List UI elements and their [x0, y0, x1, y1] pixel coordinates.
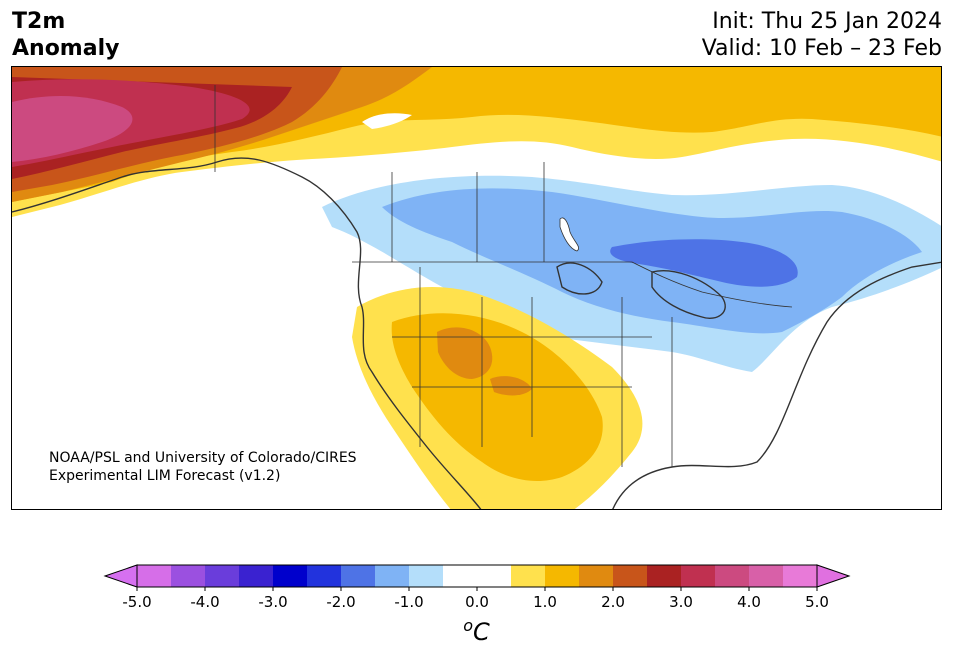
map-canvas — [12, 67, 941, 509]
colorbar-over-arrow — [816, 564, 851, 588]
colorbar: -5.0 -4.0 -3.0 -2.0 -1.0 0.0 1.0 2.0 3.0 4.0 5.0 — [103, 564, 851, 611]
colorbar-cell — [783, 565, 818, 587]
colorbar-cell — [613, 565, 648, 587]
gulf-of-mexico — [612, 452, 811, 509]
colorbar-ticks: -5.0 -4.0 -3.0 -2.0 -1.0 0.0 1.0 2.0 3.0 4.0 5.0 — [122, 587, 829, 611]
unit-celsius: C — [473, 618, 490, 646]
colorbar-cell — [239, 565, 274, 587]
coastlines — [12, 157, 941, 509]
warm-region-alaska-pink — [12, 95, 133, 162]
colorbar-cell — [443, 565, 478, 587]
colorbar-cell — [375, 565, 410, 587]
colorbar-tick-label: 0.0 — [465, 593, 489, 611]
anomaly-map — [11, 66, 942, 510]
colorbar-cell — [681, 565, 716, 587]
colorbar-cell — [749, 565, 784, 587]
credit-line-2: Experimental LIM Forecast (v1.2) — [49, 468, 281, 484]
colorbar-cell — [477, 565, 512, 587]
colorbar-tick-label: 1.0 — [533, 593, 557, 611]
colorbar-cell — [647, 565, 682, 587]
colorbar-tick-label: -1.0 — [394, 593, 423, 611]
colorbar-tick-label: -2.0 — [326, 593, 355, 611]
warm-region-south-dark-orange — [490, 376, 532, 396]
credit-line-1: NOAA/PSL and University of Colorado/CIRE… — [49, 450, 357, 466]
title-line-1: T2m — [12, 9, 66, 34]
colorbar-tick-label: 2.0 — [601, 593, 625, 611]
colorbar-tick-label: 4.0 — [737, 593, 761, 611]
title-line-2: Anomaly — [12, 36, 120, 61]
lake-winnipeg — [559, 217, 579, 252]
map-title: T2m Anomaly — [12, 8, 119, 62]
colorbar-cell — [273, 565, 308, 587]
colorbar-tick-label: -3.0 — [258, 593, 287, 611]
colorbar-cell — [307, 565, 342, 587]
warm-region-southwest-dark-orange — [437, 327, 493, 379]
credit-text: NOAA/PSL and University of Colorado/CIRE… — [49, 449, 357, 485]
colorbar-tick-label: 3.0 — [669, 593, 693, 611]
colorbar-cell — [715, 565, 750, 587]
colorbar-tick-label: -4.0 — [190, 593, 219, 611]
colorbar-under-arrow — [103, 564, 138, 588]
colorbar-cell — [341, 565, 376, 587]
colorbar-cells — [137, 565, 818, 587]
cold-region-blue-core — [610, 239, 798, 287]
unit-degree: o — [463, 616, 474, 635]
colorbar-tick-label: 5.0 — [805, 593, 829, 611]
colorbar-cell — [579, 565, 614, 587]
colorbar-cell — [171, 565, 206, 587]
colorbar-cell — [545, 565, 580, 587]
colorbar-cell — [137, 565, 172, 587]
forecast-dates: Init: Thu 25 Jan 2024 Valid: 10 Feb – 23… — [702, 8, 942, 62]
lake-great-slave — [362, 113, 412, 129]
colorbar-tick-label: -5.0 — [122, 593, 151, 611]
colorbar-cell — [205, 565, 240, 587]
init-date: Init: Thu 25 Jan 2024 — [712, 9, 942, 34]
colorbar-cell — [511, 565, 546, 587]
borders — [214, 85, 793, 467]
valid-range: Valid: 10 Feb – 23 Feb — [701, 36, 942, 61]
colorbar-unit: oC — [0, 616, 953, 646]
colorbar-cell — [409, 565, 444, 587]
